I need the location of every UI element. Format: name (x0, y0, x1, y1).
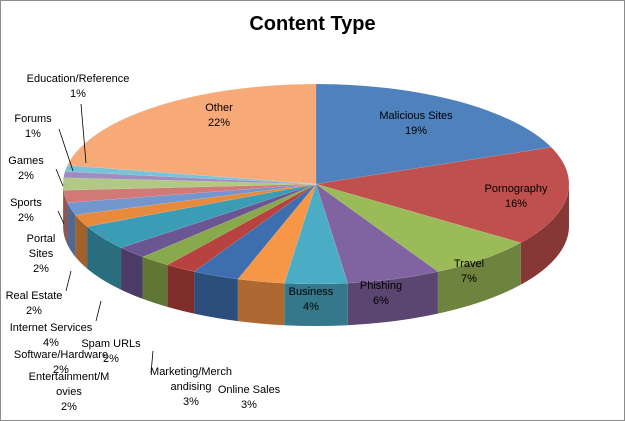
slice-percent: 2% (53, 364, 69, 376)
slice-name: Games (8, 155, 44, 167)
data-label: Online Sales 3% (204, 383, 294, 413)
slice-side (87, 226, 122, 290)
slice-side (63, 190, 68, 245)
slice-percent: 16% (504, 198, 528, 210)
slice (283, 183, 349, 285)
data-label: Forums 1% (8, 112, 58, 142)
slice-name: Phishing (359, 280, 403, 292)
slice-percent: 3% (183, 396, 199, 408)
slice (142, 183, 317, 266)
slice (193, 183, 317, 280)
slice (237, 183, 317, 284)
slice-name: Software/Hardware (13, 349, 109, 361)
slice-percent: 2% (103, 353, 119, 365)
data-label: Games 2% (1, 154, 51, 184)
data-label: Sports 2% (1, 196, 51, 226)
slice-name: Education/Reference (26, 73, 130, 85)
leader-line (150, 350, 154, 374)
slice-name: Entertainment/Movies (28, 371, 110, 398)
slice (62, 177, 317, 191)
leader-line (65, 270, 72, 292)
slice-percent: 4% (303, 301, 319, 313)
slice (63, 183, 317, 204)
slice-percent: 4% (43, 337, 59, 349)
slice-name: Business (288, 286, 334, 298)
data-label: Marketing/Merchandising 3% (149, 365, 233, 410)
leader-line (95, 300, 102, 322)
slice-name: Sports (10, 197, 42, 209)
leader-line (57, 210, 65, 225)
slice-percent: 2% (18, 212, 34, 224)
slice (86, 183, 317, 249)
slice-side (121, 247, 143, 299)
slice-name: Forums (14, 113, 52, 125)
slice-side (194, 271, 238, 322)
slice-percent: 2% (61, 401, 77, 413)
slice-name: Malicious Sites (379, 110, 453, 122)
data-label: Business 4% (276, 285, 346, 315)
data-label: Real Estate 2% (1, 289, 74, 319)
slice-percent: 3% (241, 399, 257, 411)
slice-name: Online Sales (217, 384, 281, 396)
slice-side (67, 202, 76, 257)
slice-percent: 6% (373, 295, 389, 307)
data-label: Phishing 6% (346, 279, 416, 309)
slice-percent: 19% (404, 125, 428, 137)
slice (63, 171, 317, 185)
slice-side (142, 256, 168, 307)
data-label: Spam URLs 2% (76, 337, 146, 367)
slice-side (347, 271, 438, 326)
slice-side (167, 264, 195, 314)
slice-percent: 2% (18, 170, 34, 182)
slice (67, 83, 317, 185)
slice-name: Marketing/Merchandising (150, 366, 232, 393)
slice-side (437, 242, 521, 314)
slice-name: Internet Services (9, 322, 93, 334)
slice-side (284, 283, 348, 326)
data-label: Entertainment/Movies 2% (27, 370, 111, 415)
slice (64, 164, 317, 185)
slice-percent: 22% (207, 117, 231, 129)
leader-line (55, 168, 64, 187)
slice-percent: 1% (70, 88, 86, 100)
slice-percent: 2% (26, 305, 42, 317)
slice-name: Portal Sites (26, 233, 56, 260)
slice (315, 146, 570, 244)
slice (315, 183, 439, 284)
slice-percent: 7% (461, 273, 477, 285)
slice-name: Travel (453, 258, 485, 270)
slice (315, 183, 522, 272)
slice-name: Other (205, 102, 233, 114)
slice-percent: 2% (33, 263, 49, 275)
slice-side (237, 279, 285, 326)
data-label: Pornography 16% (456, 182, 576, 212)
slice (74, 183, 317, 227)
slice (67, 183, 317, 216)
slice-name: Spam URLs (81, 338, 141, 350)
leader-line (80, 103, 87, 164)
slice-side (520, 184, 569, 285)
data-label: Internet Services 4% (1, 321, 111, 351)
slice-name: Pornography (484, 183, 548, 195)
data-label: Travel 7% (439, 257, 499, 287)
data-label: Malicious Sites 19% (356, 109, 476, 139)
data-label: Portal Sites 2% (22, 232, 60, 277)
slice (166, 183, 317, 272)
chart-title: Content Type (249, 13, 376, 35)
data-label: Other 22% (179, 101, 259, 131)
data-label: Education/Reference 1% (8, 72, 148, 102)
data-label: Software/Hardware 2% (1, 348, 121, 378)
slice (315, 83, 552, 185)
slice (120, 183, 317, 258)
slice-name: Real Estate (5, 290, 63, 302)
slice-side (75, 214, 88, 269)
slice-percent: 1% (25, 128, 41, 140)
leader-line (58, 128, 74, 172)
